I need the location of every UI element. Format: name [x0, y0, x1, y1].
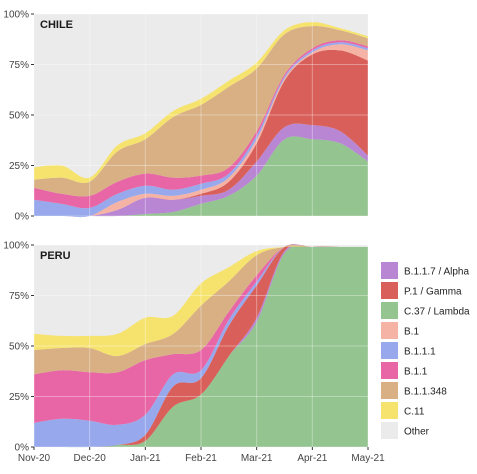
legend-key	[381, 302, 398, 319]
legend-item-b-1: B.1	[381, 322, 419, 339]
y-tick-label: 50%	[9, 111, 29, 122]
y-tick-label: 100%	[3, 10, 29, 21]
legend-key	[381, 262, 398, 279]
panel-peru: 0% 25% 50% 75% 100% PERU Nov-20 Dec-20 Jan-21 Feb…	[3, 241, 385, 465]
legend-item-c-37-lambda: C.37 / Lambda	[381, 302, 470, 319]
legend-label: B.1.1.348	[404, 387, 447, 398]
legend-label: Other	[404, 427, 430, 438]
area-c-37-lambda	[34, 245, 368, 448]
y-tick-label: 100%	[3, 241, 29, 252]
x-tick-label: Apr-21	[297, 453, 327, 464]
area-layers	[34, 22, 368, 218]
legend-key	[381, 322, 398, 339]
area-b-1-1-7-alpha	[34, 123, 368, 217]
area-b-1-1-1	[34, 244, 368, 448]
legend-item-other: Other	[381, 422, 430, 439]
legend-item-b-1-1-348: B.1.1.348	[381, 382, 447, 399]
legend-label: B.1.1.7 / Alpha	[404, 267, 469, 278]
panel-chile: 0% 25% 50% 75% 100% CHILE	[3, 10, 369, 223]
x-tick-label: May-21	[351, 453, 385, 464]
legend-key	[381, 402, 398, 419]
y-tick-label: 0%	[15, 212, 30, 223]
legend-label: C.11	[404, 407, 425, 418]
y-tick-label: 75%	[9, 60, 29, 71]
y-tick-label: 75%	[9, 291, 29, 302]
legend-key	[381, 362, 398, 379]
y-tick-label: 0%	[15, 443, 30, 454]
legend-label: B.1	[404, 327, 419, 338]
area-c-37-lambda	[34, 136, 368, 217]
legend-label: C.37 / Lambda	[404, 307, 470, 318]
area-c-11	[34, 246, 368, 357]
x-tick-label: Nov-20	[18, 453, 51, 464]
area-b-1-1-348	[34, 25, 368, 197]
legend-item-b-1-1: B.1.1	[381, 362, 428, 379]
y-tick-label: 25%	[9, 161, 29, 172]
legend-label: B.1.1.1	[404, 347, 436, 358]
legend-item-c-11: C.11	[381, 402, 425, 419]
area-b-1-1	[34, 244, 368, 425]
y-tick-label: 50%	[9, 342, 29, 353]
x-tick-label: Jan-21	[130, 453, 161, 464]
area-b-1-1-348	[34, 244, 368, 375]
legend: B.1.1.7 / Alpha P.1 / Gamma C.37 / Lambda B…	[381, 262, 470, 439]
x-tick-label: Feb-21	[185, 453, 217, 464]
gridlines	[33, 13, 369, 217]
legend-label: B.1.1	[404, 367, 428, 378]
legend-key	[381, 282, 398, 299]
x-tick-label: Mar-21	[241, 453, 273, 464]
x-tick-label: Dec-20	[74, 453, 107, 464]
area-c-11	[34, 22, 368, 183]
area-layers	[34, 244, 368, 448]
panel-title: PERU	[40, 250, 71, 262]
legend-key	[381, 422, 398, 439]
y-tick-label: 25%	[9, 392, 29, 403]
legend-label: P.1 / Gamma	[404, 287, 462, 298]
panel-title: CHILE	[40, 19, 73, 31]
area-p-1-gamma	[34, 49, 368, 217]
legend-key	[381, 382, 398, 399]
legend-item-b-1-1-1: B.1.1.1	[381, 342, 436, 359]
legend-item-b-1-1-7-alpha: B.1.1.7 / Alpha	[381, 262, 469, 279]
legend-item-p-1-gamma: P.1 / Gamma	[381, 282, 462, 299]
legend-key	[381, 342, 398, 359]
